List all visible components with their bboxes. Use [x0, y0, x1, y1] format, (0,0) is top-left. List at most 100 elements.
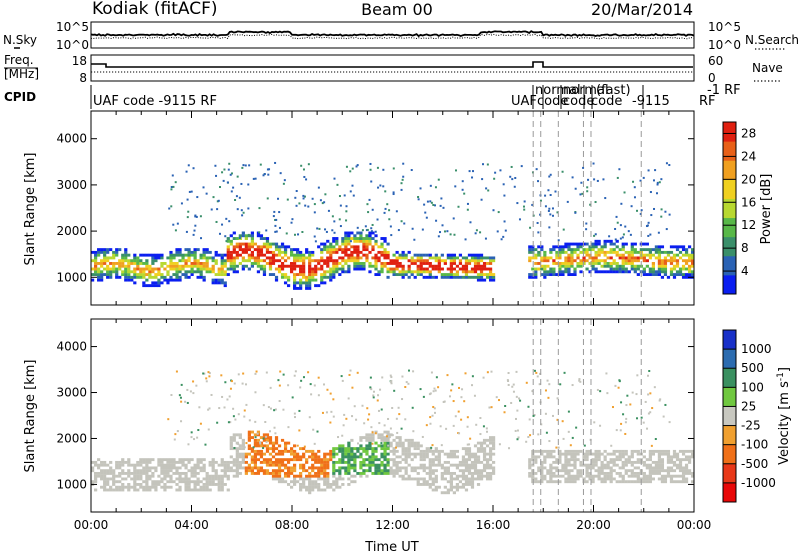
echo-cell [320, 259, 324, 263]
echo-cell [293, 469, 297, 473]
echo-cell [199, 256, 203, 260]
echo-speck [370, 227, 373, 230]
echo-cell [190, 270, 194, 274]
echo-cell [537, 245, 541, 249]
echo-cell [663, 449, 668, 453]
echo-cell [470, 460, 475, 464]
echo-cell [286, 256, 291, 260]
echo-cell [344, 452, 348, 456]
echo-speck [665, 162, 668, 165]
echo-cell [467, 275, 472, 279]
echo-cell [305, 449, 309, 453]
echo-cell [127, 458, 131, 462]
echo-cell [579, 270, 583, 274]
echo-cell [443, 491, 447, 495]
echo-speck [228, 162, 231, 165]
echo-cell [663, 264, 668, 268]
echo-cell [139, 273, 143, 276]
echo-cell [588, 474, 592, 478]
echo-cell [314, 284, 318, 288]
echo-speck [649, 411, 652, 414]
echo-cell [434, 253, 438, 257]
echo-speck [606, 392, 609, 395]
echo-cell [193, 463, 197, 467]
echo-cell [558, 264, 562, 268]
echo-cell [615, 463, 619, 467]
echo-cell [100, 264, 104, 268]
echo-speck [168, 207, 171, 210]
nave-tick-bottom: 0 [708, 71, 716, 85]
echo-cell [347, 267, 351, 271]
echo-cell [398, 469, 402, 473]
echo-cell [293, 474, 297, 478]
echo-cell [115, 262, 119, 265]
echo-speck [227, 421, 230, 424]
echo-speck [384, 207, 387, 210]
cpid-row: CPID UAF code -9115 RF UAF normal code c… [4, 83, 741, 109]
echo-cell [208, 463, 212, 467]
echo-cell [546, 256, 550, 260]
echo-speck [317, 394, 320, 397]
echo-cell [681, 474, 686, 478]
echo-cell [591, 256, 595, 260]
echo-cell [422, 270, 426, 274]
echo-cell [591, 267, 595, 271]
echo-cell [383, 469, 387, 473]
echo-speck [208, 407, 211, 410]
echo-cell [633, 256, 637, 260]
echo-cell [437, 256, 441, 260]
echo-cell [299, 474, 303, 478]
echo-cell [669, 250, 674, 254]
echo-cell [100, 273, 104, 276]
echo-speck [171, 174, 174, 177]
echo-cell [199, 485, 203, 489]
echo-cell [573, 242, 577, 246]
echo-cell [603, 245, 607, 249]
echo-cell [669, 460, 674, 464]
echo-cell [404, 477, 408, 481]
echo-cell [564, 270, 568, 274]
echo-cell [573, 248, 577, 252]
echo-cell [473, 262, 478, 265]
x-tick-label: 00:00 [74, 518, 109, 532]
echo-cell [371, 237, 375, 240]
echo-cell [154, 275, 158, 279]
x-tick-label: 20:00 [576, 518, 611, 532]
echo-speck [503, 411, 506, 414]
echo-cell [362, 262, 366, 265]
echo-cell [555, 458, 559, 462]
echo-cell [100, 485, 104, 489]
echo-cell [250, 262, 254, 265]
echo-cell [109, 471, 113, 475]
echo-cell [413, 270, 417, 274]
echo-cell [446, 455, 450, 459]
echo-cell [356, 248, 360, 252]
echo-cell [226, 250, 230, 254]
echo-cell [407, 463, 411, 467]
echo-cell [476, 449, 481, 453]
echo-cell [338, 447, 342, 451]
echo-cell [564, 256, 568, 260]
echo-speck [372, 394, 375, 397]
echo-cell [166, 474, 170, 478]
echo-cell [311, 452, 315, 456]
echo-cell [419, 455, 423, 459]
echo-speck [366, 203, 369, 206]
echo-cell [485, 275, 490, 279]
echo-cell [214, 483, 218, 486]
echo-speck [461, 388, 464, 391]
echo-speck [452, 424, 455, 427]
echo-cell [274, 471, 279, 475]
echo-cell [193, 259, 197, 263]
echo-cell [262, 267, 267, 271]
echo-cell [220, 460, 224, 464]
echo-cell [437, 452, 441, 456]
echo-cell [178, 275, 182, 279]
echo-cell [579, 259, 583, 263]
echo-speck [516, 429, 519, 432]
echo-cell [528, 250, 532, 254]
echo-cell [681, 469, 686, 473]
echo-cell [627, 262, 631, 265]
echo-speck [435, 376, 438, 379]
echo-cell [280, 273, 285, 276]
